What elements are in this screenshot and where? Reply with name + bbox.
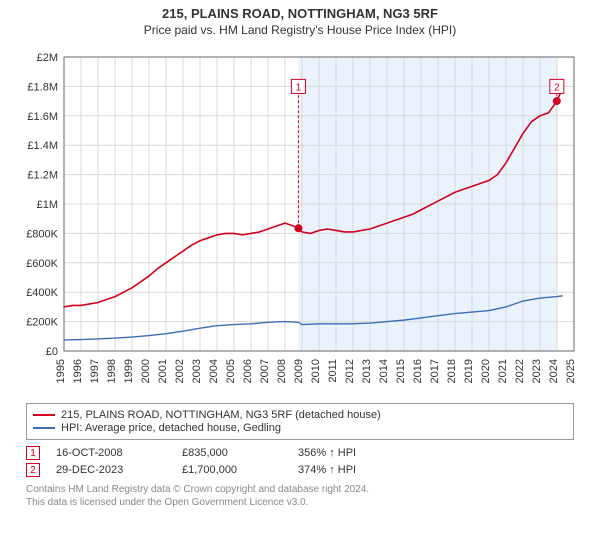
svg-text:1995: 1995 [55,359,67,383]
svg-text:2004: 2004 [208,359,220,383]
data-point-date: 16-OCT-2008 [56,447,166,459]
footer-line2: This data is licensed under the Open Gov… [26,496,574,509]
svg-text:£800K: £800K [26,228,58,240]
svg-text:£400K: £400K [26,287,58,299]
svg-text:1996: 1996 [72,359,84,383]
svg-text:2008: 2008 [276,359,288,383]
data-point-pct: 374% ↑ HPI [298,464,398,476]
svg-text:2016: 2016 [412,359,424,383]
svg-text:£1.6M: £1.6M [27,111,58,123]
svg-text:£1.4M: £1.4M [27,140,58,152]
data-point-date: 29-DEC-2023 [56,464,166,476]
svg-text:2014: 2014 [378,359,390,383]
svg-text:2011: 2011 [327,359,339,383]
svg-text:2000: 2000 [140,359,152,383]
svg-text:2010: 2010 [310,359,322,383]
svg-text:2018: 2018 [446,359,458,383]
chart-subtitle: Price paid vs. HM Land Registry's House … [0,23,600,37]
svg-text:2022: 2022 [514,359,526,383]
data-point-price: £1,700,000 [182,464,282,476]
title-block: 215, PLAINS ROAD, NOTTINGHAM, NG3 5RF Pr… [0,0,600,39]
legend-swatch [33,414,55,416]
svg-text:£1M: £1M [37,199,58,211]
data-point-price: £835,000 [182,447,282,459]
svg-text:£200K: £200K [26,317,58,329]
footer-attribution: Contains HM Land Registry data © Crown c… [26,483,574,509]
svg-text:2020: 2020 [480,359,492,383]
svg-text:2021: 2021 [497,359,509,383]
svg-text:£600K: £600K [26,258,58,270]
data-point-row: 1 16-OCT-2008 £835,000 356% ↑ HPI [26,446,574,460]
data-point-row: 2 29-DEC-2023 £1,700,000 374% ↑ HPI [26,463,574,477]
svg-text:2007: 2007 [259,359,271,383]
svg-text:2: 2 [554,82,560,93]
svg-text:1997: 1997 [89,359,101,383]
chart-container: 215, PLAINS ROAD, NOTTINGHAM, NG3 5RF Pr… [0,0,600,560]
svg-text:2002: 2002 [174,359,186,383]
svg-text:2024: 2024 [548,359,560,383]
line-chart: £0 £200K £400K £600K £800K £1M £1.2M £1.4M £1.6M… [10,39,590,399]
svg-text:£1.8M: £1.8M [27,81,58,93]
svg-text:2023: 2023 [531,359,543,383]
svg-text:1999: 1999 [123,359,135,383]
legend-label: HPI: Average price, detached house, Gedl… [61,422,281,434]
marker-number: 1 [26,446,40,460]
svg-text:2009: 2009 [293,359,305,383]
chart-area: £0 £200K £400K £600K £800K £1M £1.2M £1.4M £1.6M… [10,39,590,399]
legend-label: 215, PLAINS ROAD, NOTTINGHAM, NG3 5RF (d… [61,409,381,421]
data-point-table: 1 16-OCT-2008 £835,000 356% ↑ HPI 2 29-DEC-20… [26,446,574,477]
svg-text:2013: 2013 [361,359,373,383]
svg-text:2019: 2019 [463,359,475,383]
svg-text:£2M: £2M [37,52,58,64]
svg-text:2005: 2005 [225,359,237,383]
svg-text:2001: 2001 [157,359,169,383]
svg-text:£1.2M: £1.2M [27,170,58,182]
legend-item: HPI: Average price, detached house, Gedl… [33,422,567,434]
legend-swatch [33,427,55,429]
svg-text:2003: 2003 [191,359,203,383]
data-point-pct: 356% ↑ HPI [298,447,398,459]
svg-text:1: 1 [296,82,302,93]
legend-item: 215, PLAINS ROAD, NOTTINGHAM, NG3 5RF (d… [33,409,567,421]
svg-text:1998: 1998 [106,359,118,383]
legend: 215, PLAINS ROAD, NOTTINGHAM, NG3 5RF (d… [26,403,574,440]
svg-text:2015: 2015 [395,359,407,383]
svg-text:£0: £0 [46,346,58,358]
svg-text:2006: 2006 [242,359,254,383]
chart-title: 215, PLAINS ROAD, NOTTINGHAM, NG3 5RF [0,6,600,21]
marker-number: 2 [26,463,40,477]
svg-text:2025: 2025 [565,359,577,383]
footer-line1: Contains HM Land Registry data © Crown c… [26,483,574,496]
svg-text:2012: 2012 [344,359,356,383]
svg-text:2017: 2017 [429,359,441,383]
